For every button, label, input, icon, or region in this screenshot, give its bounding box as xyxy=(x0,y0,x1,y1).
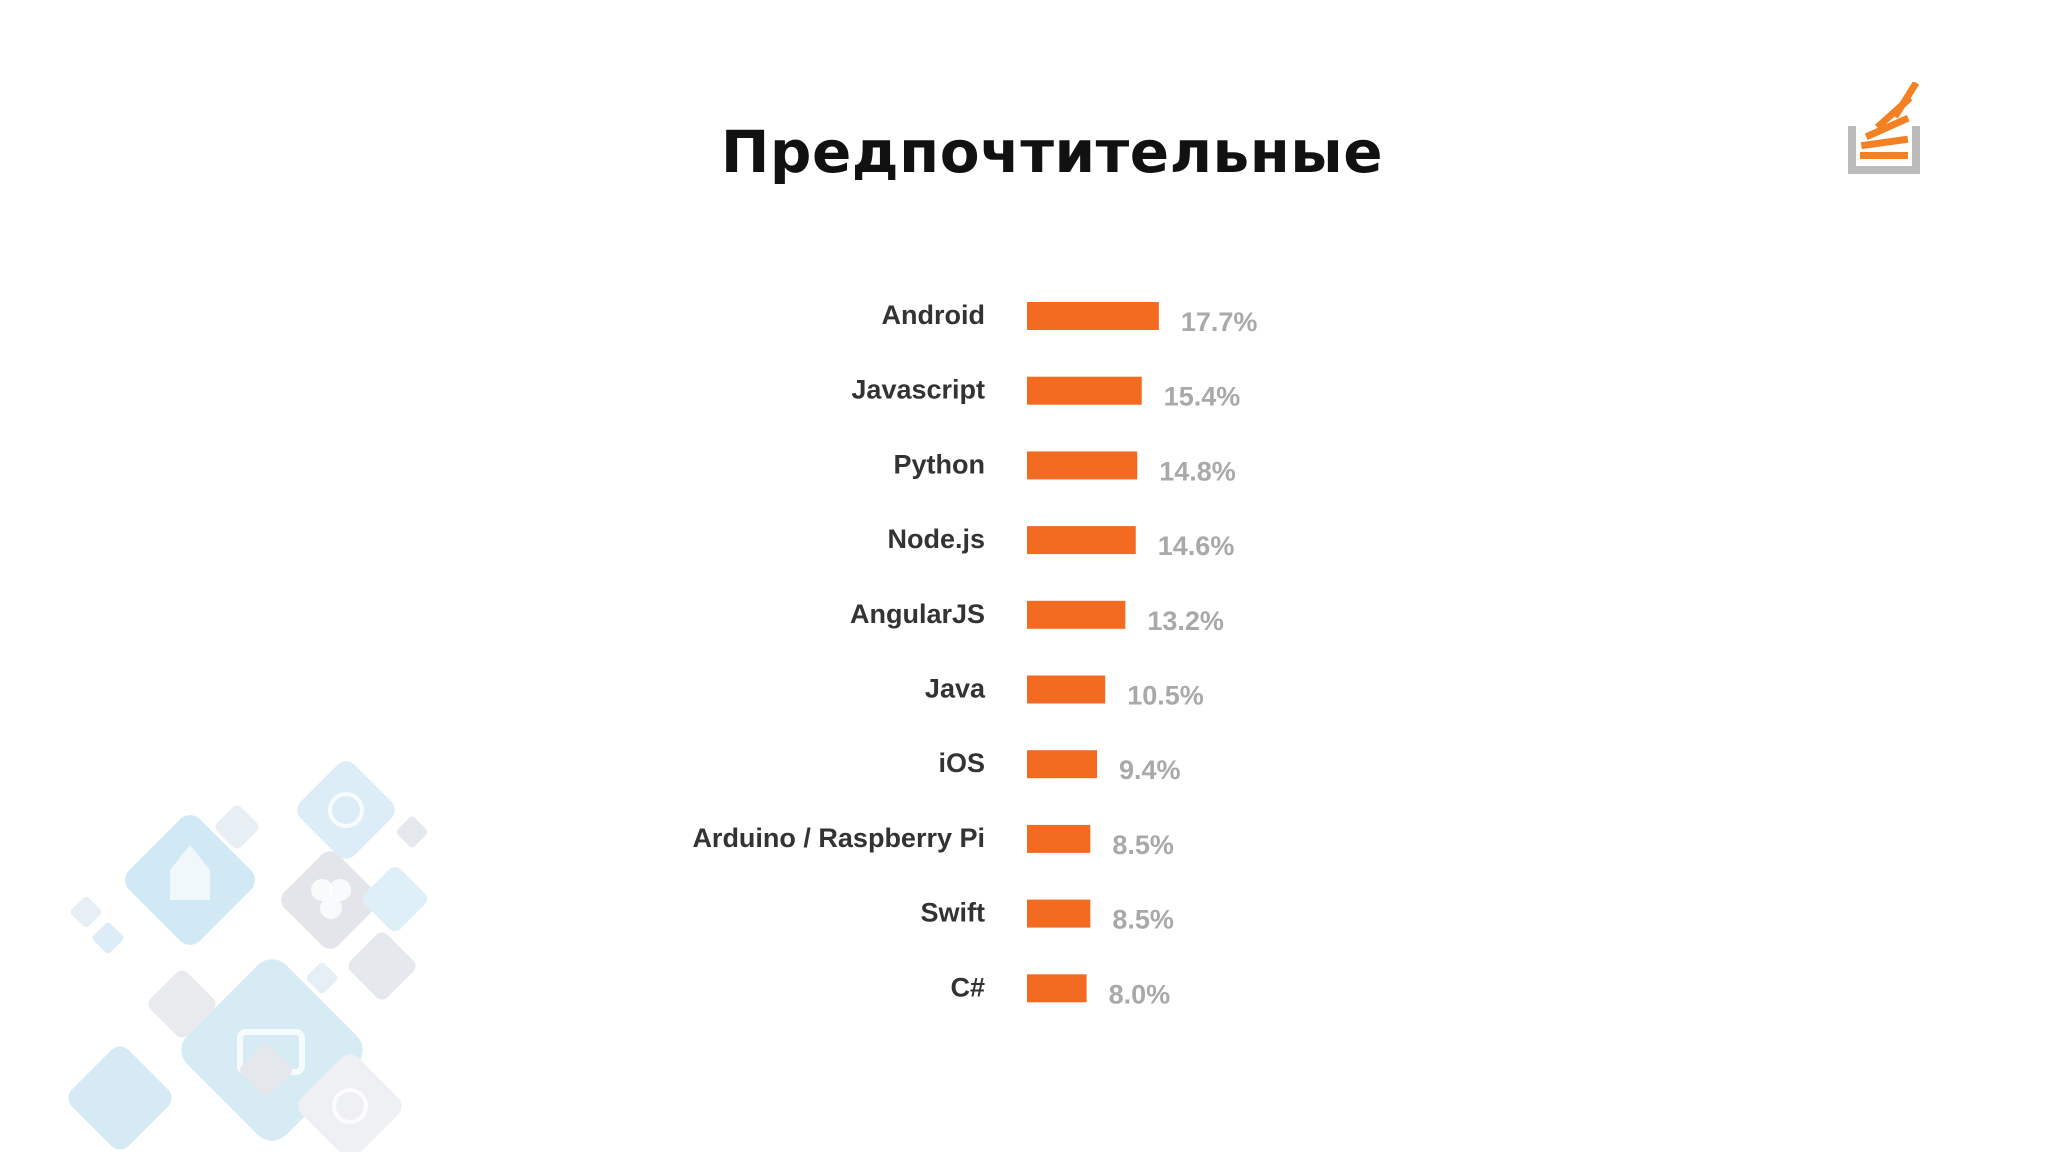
value-label: 9.4% xyxy=(1119,755,1181,785)
value-label: 14.6% xyxy=(1158,531,1235,561)
category-label: Arduino / Raspberry Pi xyxy=(692,823,985,853)
category-label: Javascript xyxy=(851,375,985,405)
bar xyxy=(1027,451,1138,480)
value-label: 8.5% xyxy=(1112,830,1174,860)
bar xyxy=(1027,600,1126,629)
value-label: 8.0% xyxy=(1109,979,1171,1009)
category-label: C# xyxy=(950,972,985,1002)
decor-tile xyxy=(68,1046,172,1150)
bar xyxy=(1027,824,1091,853)
bar xyxy=(1027,302,1159,330)
decor-tile xyxy=(70,896,102,928)
decor-tile xyxy=(362,866,428,932)
value-label: 17.7% xyxy=(1181,307,1258,337)
value-label: 14.8% xyxy=(1159,456,1236,486)
bar xyxy=(1027,750,1098,779)
category-label: Python xyxy=(894,449,986,479)
stack-overflow-logo-icon xyxy=(1848,82,1920,174)
category-label: Java xyxy=(925,674,986,704)
decor-tile xyxy=(92,922,124,954)
category-label: Node.js xyxy=(887,524,985,554)
decor-tile xyxy=(148,970,216,1038)
decor-tile xyxy=(348,932,416,1000)
value-label: 10.5% xyxy=(1127,681,1204,711)
value-label: 13.2% xyxy=(1147,606,1224,636)
bar xyxy=(1027,526,1136,555)
bar xyxy=(1027,899,1091,928)
programming-tech-icons-pattern xyxy=(68,761,428,1152)
decor-tile xyxy=(306,962,338,994)
decor-tile xyxy=(298,1054,402,1152)
bar xyxy=(1027,675,1106,704)
category-label: Android xyxy=(882,300,985,330)
page-title: Предпочтительные xyxy=(720,118,1384,186)
decor-tile xyxy=(396,816,428,848)
bar xyxy=(1027,376,1142,405)
decor-tile xyxy=(297,761,395,859)
value-label: 8.5% xyxy=(1112,905,1174,935)
decor-tile xyxy=(240,1044,292,1096)
value-label: 15.4% xyxy=(1164,382,1241,412)
bar xyxy=(1027,974,1087,1003)
decor-tile xyxy=(215,805,259,849)
category-label: iOS xyxy=(938,748,985,778)
category-label: Swift xyxy=(921,898,986,928)
category-label: AngularJS xyxy=(850,599,985,629)
